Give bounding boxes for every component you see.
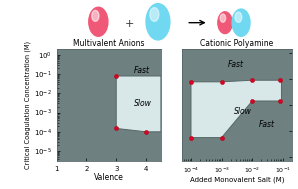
Circle shape (235, 12, 242, 22)
Title: Cationic Polyamine: Cationic Polyamine (200, 39, 274, 48)
Circle shape (92, 10, 99, 21)
Text: Slow: Slow (234, 107, 252, 116)
Circle shape (218, 12, 232, 34)
Circle shape (89, 7, 108, 36)
Text: Fast: Fast (228, 60, 244, 69)
Polygon shape (116, 76, 161, 132)
Circle shape (232, 9, 250, 36)
Circle shape (220, 14, 226, 22)
X-axis label: Added Monovalent Salt (M): Added Monovalent Salt (M) (190, 176, 284, 183)
Y-axis label: Critical Coagulation Concentration (M): Critical Coagulation Concentration (M) (24, 41, 31, 169)
Text: Slow: Slow (134, 99, 152, 108)
Text: +: + (125, 19, 134, 29)
Circle shape (146, 4, 170, 40)
Polygon shape (191, 80, 281, 138)
Title: Multivalent Anions: Multivalent Anions (73, 39, 145, 48)
X-axis label: Valence: Valence (94, 173, 124, 182)
Text: Fast: Fast (259, 120, 275, 129)
Circle shape (150, 8, 159, 21)
Text: Fast: Fast (134, 66, 150, 75)
